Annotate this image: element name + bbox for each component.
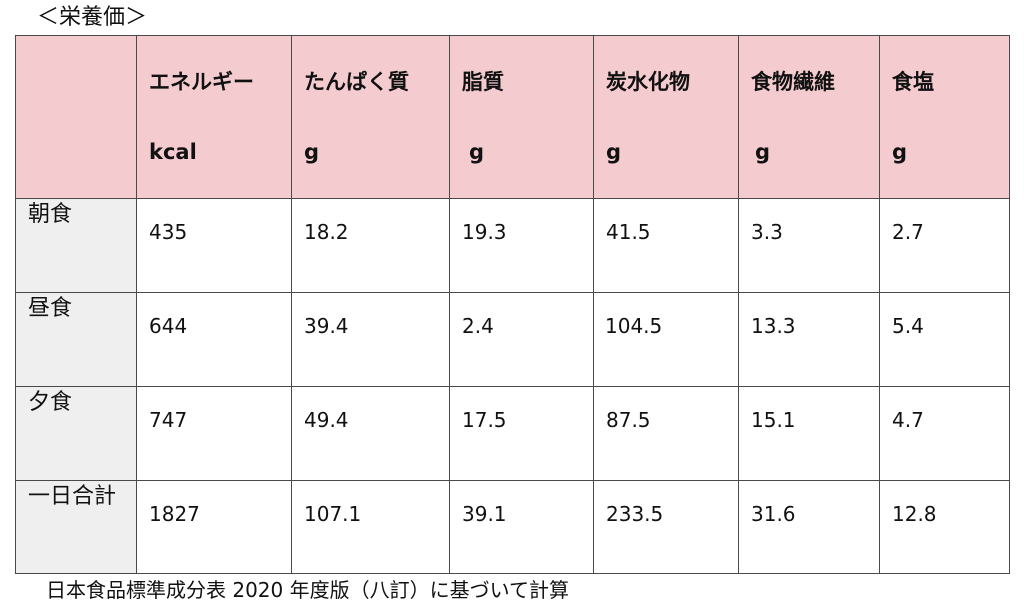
column-unit: g bbox=[755, 140, 771, 164]
table-cell: 39.4 bbox=[291, 292, 450, 387]
cell-value: 39.1 bbox=[462, 502, 507, 526]
header-cell-salt: 食塩 g bbox=[879, 35, 1010, 199]
cell-value: 3.3 bbox=[751, 220, 783, 244]
cell-value: 12.8 bbox=[892, 502, 937, 526]
table-cell: 39.1 bbox=[449, 480, 594, 574]
cell-value: 5.4 bbox=[892, 314, 924, 338]
table-cell: 18.2 bbox=[291, 198, 450, 293]
row-label: 一日合計 bbox=[28, 484, 117, 509]
table-cell: 31.6 bbox=[738, 480, 880, 574]
cell-value: 107.1 bbox=[304, 502, 362, 526]
table-cell: 2.4 bbox=[449, 292, 594, 387]
cell-value: 19.3 bbox=[462, 220, 507, 244]
cell-value: 2.7 bbox=[892, 220, 924, 244]
cell-value: 31.6 bbox=[751, 502, 796, 526]
column-name: 炭水化物 bbox=[606, 70, 690, 94]
header-cell-fiber: 食物繊維 g bbox=[738, 35, 880, 199]
row-label-cell: 昼食 bbox=[15, 292, 137, 387]
table-cell: 104.5 bbox=[593, 292, 739, 387]
table-cell: 747 bbox=[136, 386, 292, 481]
cell-value: 87.5 bbox=[606, 408, 651, 432]
table-cell: 41.5 bbox=[593, 198, 739, 293]
cell-value: 17.5 bbox=[462, 408, 507, 432]
cell-value: 104.5 bbox=[605, 314, 663, 338]
cell-value: 747 bbox=[149, 408, 188, 432]
cell-value: 13.3 bbox=[751, 314, 796, 338]
table-cell: 13.3 bbox=[738, 292, 880, 387]
table-row-breakfast: 朝食 435 18.2 19.3 41.5 3.3 2.7 bbox=[15, 198, 1010, 293]
column-unit: g bbox=[892, 140, 908, 164]
cell-value: 41.5 bbox=[606, 220, 651, 244]
table-cell: 435 bbox=[136, 198, 292, 293]
row-label: 昼食 bbox=[28, 296, 73, 321]
cell-value: 435 bbox=[149, 220, 188, 244]
cell-value: 18.2 bbox=[304, 220, 349, 244]
table-cell: 3.3 bbox=[738, 198, 880, 293]
table-cell: 1827 bbox=[136, 480, 292, 574]
table-cell: 2.7 bbox=[879, 198, 1010, 293]
table-row-dinner: 夕食 747 49.4 17.5 87.5 15.1 4.7 bbox=[15, 386, 1010, 481]
column-unit: kcal bbox=[149, 140, 197, 164]
cell-value: 233.5 bbox=[606, 502, 664, 526]
column-unit: g bbox=[304, 140, 320, 164]
table-cell: 15.1 bbox=[738, 386, 880, 481]
cell-value: 39.4 bbox=[304, 314, 349, 338]
cell-value: 49.4 bbox=[304, 408, 349, 432]
cell-value: 15.1 bbox=[751, 408, 796, 432]
header-cell-carbohydrate: 炭水化物 g bbox=[593, 35, 739, 199]
header-cell-energy: エネルギー kcal bbox=[136, 35, 292, 199]
header-cell-fat: 脂質 g bbox=[449, 35, 594, 199]
header-corner-cell bbox=[15, 35, 137, 199]
cell-value: 1827 bbox=[149, 502, 200, 526]
header-cell-protein: たんぱく質 g bbox=[291, 35, 450, 199]
row-label-cell: 夕食 bbox=[15, 386, 137, 481]
table-cell: 12.8 bbox=[879, 480, 1010, 574]
table-cell: 87.5 bbox=[593, 386, 739, 481]
table-caption: ＜栄養価＞ bbox=[37, 5, 148, 30]
row-label: 夕食 bbox=[28, 390, 73, 415]
table-row-daily-total: 一日合計 1827 107.1 39.1 233.5 31.6 12.8 bbox=[15, 480, 1010, 574]
column-name: 脂質 bbox=[462, 70, 504, 94]
column-name: 食物繊維 bbox=[751, 70, 835, 94]
cell-value: 644 bbox=[149, 314, 188, 338]
column-unit: g bbox=[606, 140, 622, 164]
source-footnote: 日本食品標準成分表 2020 年度版（八訂）に基づいて計算 bbox=[46, 578, 570, 602]
table-cell: 644 bbox=[136, 292, 292, 387]
cell-value: 2.4 bbox=[462, 314, 494, 338]
column-name: 食塩 bbox=[892, 70, 934, 94]
table-row-lunch: 昼食 644 39.4 2.4 104.5 13.3 5.4 bbox=[15, 292, 1010, 387]
table-cell: 49.4 bbox=[291, 386, 450, 481]
row-label-cell: 朝食 bbox=[15, 198, 137, 293]
column-name: たんぱく質 bbox=[304, 70, 409, 94]
table-cell: 5.4 bbox=[879, 292, 1010, 387]
header-row: エネルギー kcal たんぱく質 g 脂質 g 炭水化物 g 食物繊維 g 食塩… bbox=[15, 35, 1010, 199]
table-cell: 233.5 bbox=[593, 480, 739, 574]
column-name: エネルギー bbox=[149, 70, 254, 94]
row-label-cell: 一日合計 bbox=[15, 480, 137, 574]
column-unit: g bbox=[469, 140, 485, 164]
table-cell: 17.5 bbox=[449, 386, 594, 481]
table-cell: 4.7 bbox=[879, 386, 1010, 481]
table-cell: 107.1 bbox=[291, 480, 450, 574]
cell-value: 4.7 bbox=[892, 408, 924, 432]
row-label: 朝食 bbox=[28, 202, 73, 227]
table-cell: 19.3 bbox=[449, 198, 594, 293]
nutrition-table: エネルギー kcal たんぱく質 g 脂質 g 炭水化物 g 食物繊維 g 食塩… bbox=[15, 35, 1010, 574]
